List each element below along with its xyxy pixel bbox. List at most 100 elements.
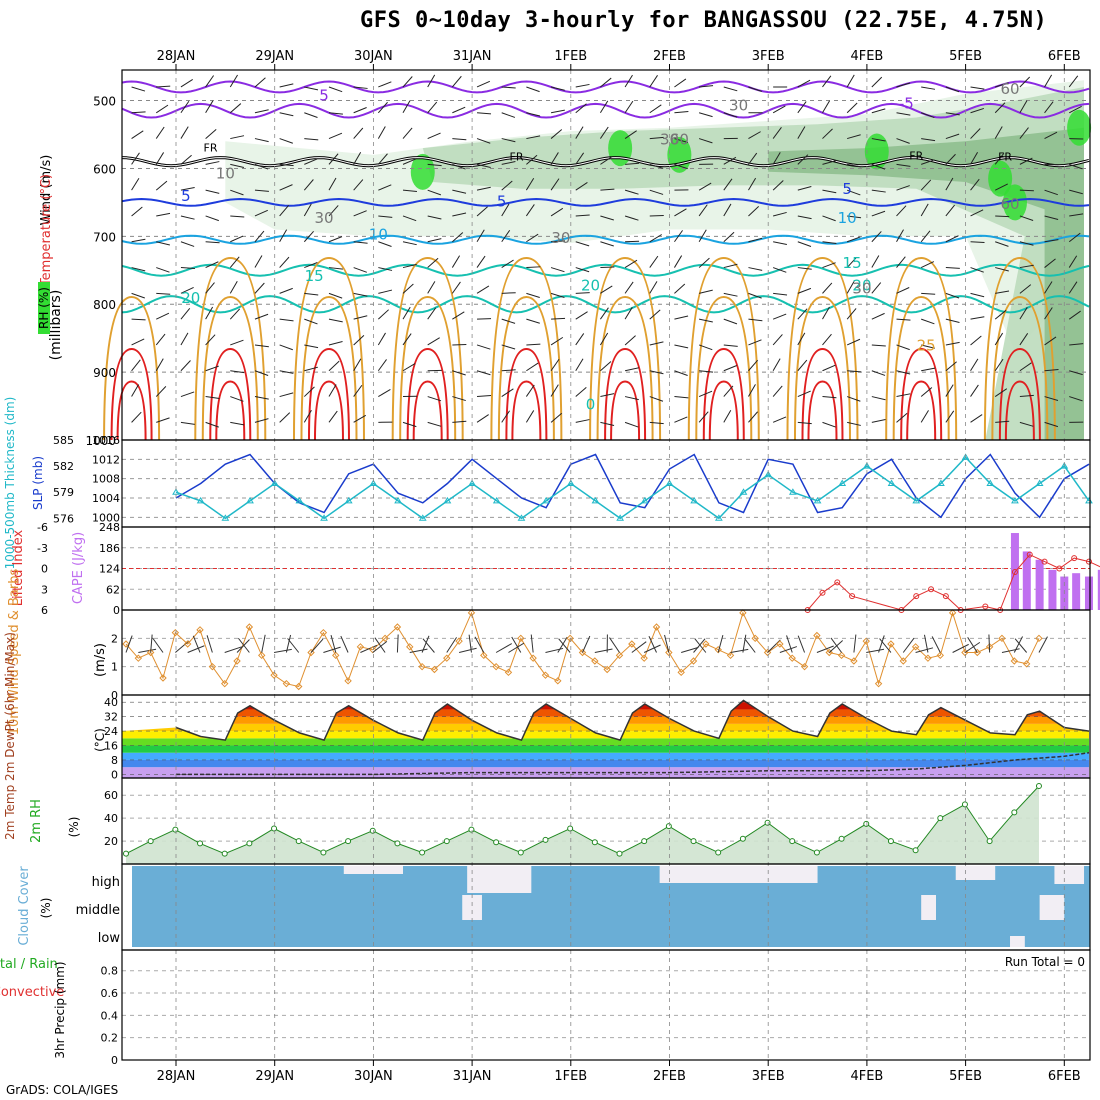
temp-line <box>175 699 1090 742</box>
rh2m-point <box>542 836 549 843</box>
wind-barb <box>477 318 492 320</box>
wind10-barb <box>372 640 388 653</box>
rh2m-point <box>789 838 796 845</box>
wind-barb <box>304 158 318 165</box>
wind-barb <box>748 86 762 92</box>
lifted-point <box>819 589 826 596</box>
wind-barb <box>526 233 539 243</box>
temp-unit-label: (°C) <box>93 728 107 752</box>
millibars-label: (millibars) <box>48 290 64 361</box>
wind-barb <box>402 263 417 269</box>
cloud-gap <box>659 866 818 883</box>
thickness-point <box>221 514 230 521</box>
wind-barb <box>205 100 214 114</box>
wind-barb <box>180 215 195 220</box>
wind-barb <box>921 367 936 372</box>
temp-contour-5b <box>121 197 1090 207</box>
wind-barb <box>526 154 538 165</box>
slp-tick: 1012 <box>92 453 120 466</box>
date-label-top: 30JAN <box>354 49 393 64</box>
rh2m-point <box>887 838 894 845</box>
thickness-point <box>616 514 625 521</box>
wind-barb <box>970 384 979 397</box>
wind-barb <box>550 109 565 114</box>
rh2m-point <box>641 838 648 845</box>
wind-barb <box>797 421 812 425</box>
wind-barb <box>550 412 563 423</box>
wind10-barb <box>421 635 430 653</box>
wind-barb <box>501 112 516 118</box>
wind-barb <box>1019 76 1031 88</box>
wind-barb <box>155 126 165 139</box>
wind-barb <box>772 385 783 397</box>
wind-barb <box>452 106 466 114</box>
wind-barb <box>180 307 191 320</box>
rh2m-axis-label: 2m RH <box>29 799 44 843</box>
wind-barb <box>279 392 294 398</box>
wind-barb <box>797 308 808 320</box>
contour-label: 30 <box>315 209 334 227</box>
lifted-point <box>1056 565 1063 572</box>
wind-barb <box>427 132 441 140</box>
temp-color-band <box>122 759 1090 768</box>
rh-legend-swatch <box>38 282 50 334</box>
rh2m-point <box>271 825 278 832</box>
warm-cell-contour <box>998 347 1041 441</box>
wind10-point <box>220 679 229 688</box>
rh2m-point <box>739 835 746 842</box>
wind-barb <box>378 267 393 271</box>
thickness-point <box>492 496 501 504</box>
wind-barb <box>279 370 294 374</box>
wind10-point <box>183 640 192 648</box>
warm-cell-contour <box>300 295 358 441</box>
cloud-panel: high middle low Cloud Cover (%) <box>17 866 1090 947</box>
wind-barb <box>624 306 633 320</box>
contour-label: FR <box>998 150 1012 163</box>
wind-barb <box>1019 284 1032 294</box>
wind-barb <box>945 112 960 116</box>
rh2m-area <box>126 786 1039 864</box>
wind-barb <box>674 208 687 217</box>
wind-barb <box>846 102 858 114</box>
wind-barb <box>402 158 417 165</box>
rh2m-point <box>813 849 820 856</box>
thickness-point <box>517 514 526 521</box>
wind-barb <box>230 396 244 402</box>
wind-barb <box>575 267 590 273</box>
wind-barb <box>131 318 146 321</box>
contour-label: 60 <box>670 131 689 149</box>
wind-barb <box>698 411 709 423</box>
pressure-tick: 900 <box>93 366 116 380</box>
wind10-point <box>430 665 439 674</box>
wind10-barb <box>866 648 885 653</box>
wind10-barb <box>915 647 934 653</box>
date-label-bottom: 6FEB <box>1048 1069 1081 1084</box>
wind-barb <box>797 101 807 114</box>
wind-barb <box>304 344 319 349</box>
contour-label: FR <box>204 141 218 154</box>
warm-cell-contour <box>892 295 950 441</box>
wind-barb <box>822 215 836 222</box>
wind-barb <box>772 180 784 191</box>
rh2m-point <box>1011 809 1018 816</box>
wind-barb <box>674 138 689 143</box>
wind10-barb <box>693 638 706 653</box>
wind-barb <box>1068 255 1078 268</box>
wind-barb <box>205 282 215 294</box>
wind10-barb <box>285 634 292 653</box>
wind10-point <box>455 637 463 645</box>
wind-barb <box>896 185 910 191</box>
thickness-point <box>665 479 674 486</box>
wind-barb <box>970 107 984 114</box>
wind-barb <box>353 358 362 372</box>
wind-barb <box>920 230 931 243</box>
wind-barb <box>427 257 439 268</box>
wind-barb <box>945 292 960 299</box>
wind-barb <box>723 178 733 191</box>
temp-tick: 16 <box>104 740 118 753</box>
rh2m-unit-label: (%) <box>67 817 81 838</box>
rh-moist-blob <box>1067 109 1092 146</box>
wind-barb <box>180 78 193 88</box>
wind-barb <box>649 136 664 140</box>
wind-barb <box>945 177 954 191</box>
